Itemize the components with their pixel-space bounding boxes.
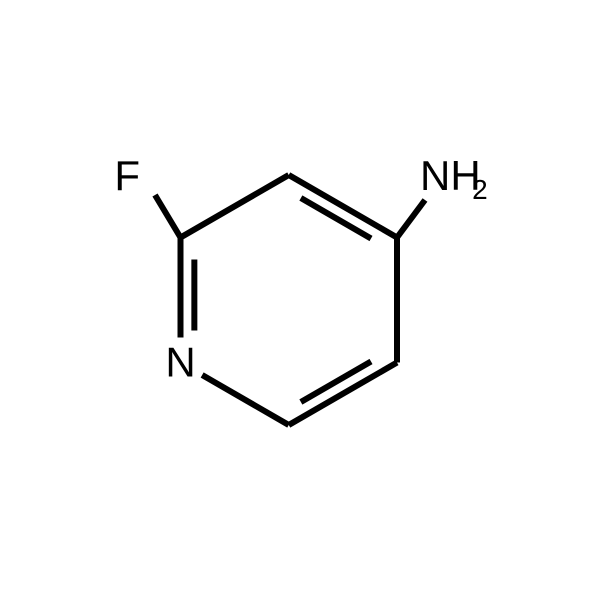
bond-C6-N_ring [202,375,289,425]
bond-C2-F [155,195,181,238]
molecule-diagram: NFNH2 [0,0,600,600]
atom-N_ring-label: N [165,339,195,386]
bond-C3-C4 [289,175,397,238]
bond-C5-C6 [289,363,397,426]
bond-C2-C3 [181,175,289,238]
bond-C4-NH2 [397,200,425,238]
atom-F-label: F [114,152,140,199]
atom-NH2-label-subscript: 2 [472,174,488,205]
